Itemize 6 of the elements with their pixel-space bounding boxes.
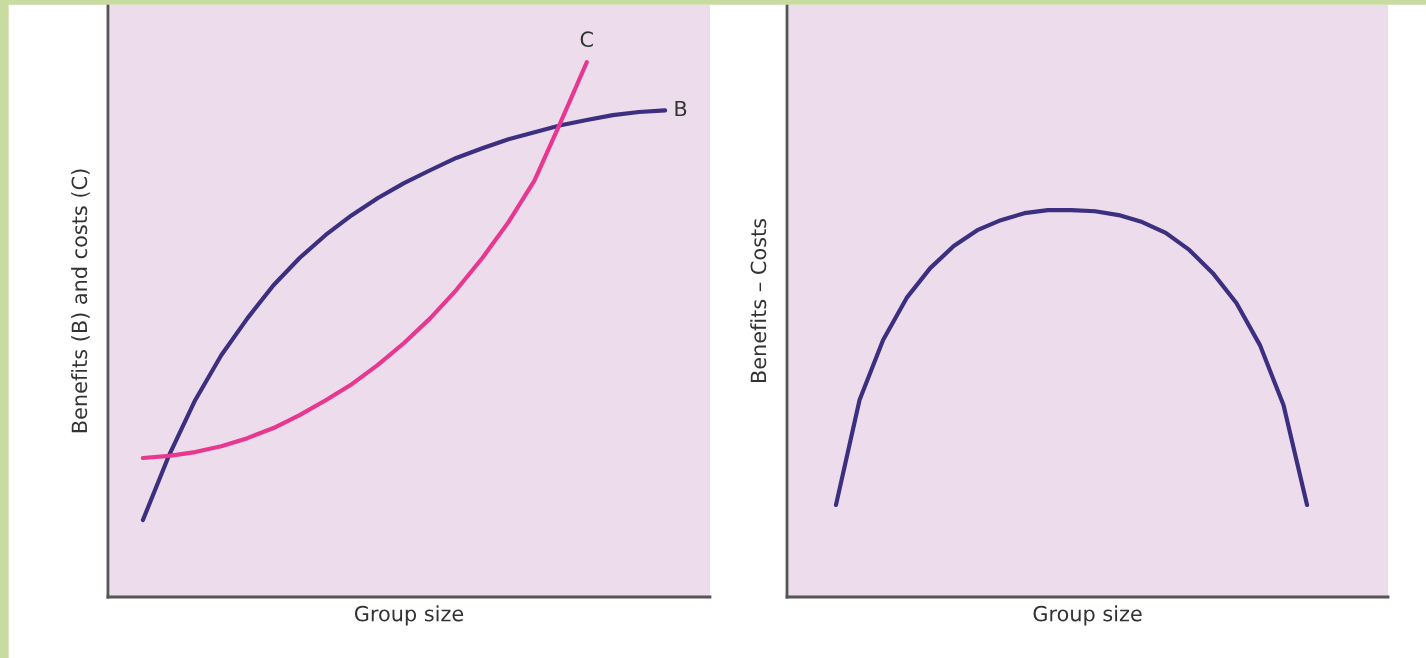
- x-axis-title: Group size: [1033, 605, 1142, 626]
- series-label: B: [675, 100, 687, 117]
- x-axis-title: Group size: [354, 605, 464, 626]
- y-axis-title: Benefits – Costs: [750, 218, 767, 383]
- series-label: C: [580, 31, 593, 48]
- y-axis-title: Benefits (B) and costs (C): [71, 169, 90, 433]
